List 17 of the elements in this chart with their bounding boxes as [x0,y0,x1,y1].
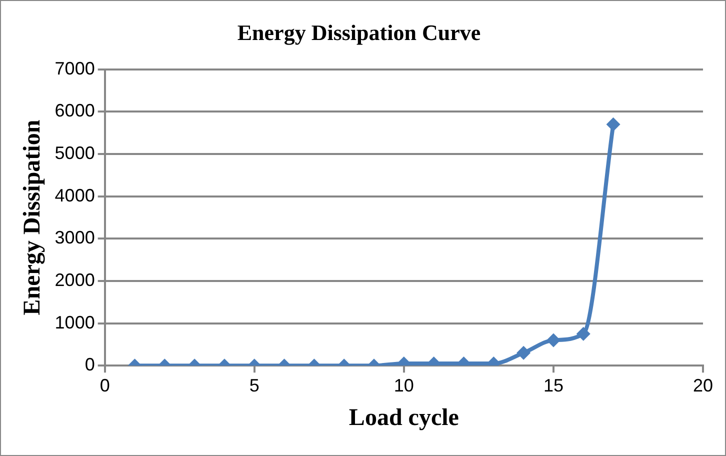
y-tick-label: 3000 [54,228,95,248]
point [606,117,620,132]
y-tick-label: 4000 [54,185,95,206]
x-tick-label: 15 [543,375,564,396]
x-axis-title: Load cycle [348,404,460,431]
y-tick-label: 0 [84,354,95,375]
chart-title: Energy Dissipation Curve [237,20,481,45]
y-tick-label: 7000 [54,58,95,78]
x-tick-label: 10 [394,375,414,396]
y-tick-label: 5000 [54,142,95,163]
y-tick-label: 6000 [54,100,95,121]
x-tick-label: 20 [692,375,714,396]
y-tick-label: 1000 [54,312,95,332]
y-tick-label: 2000 [54,270,95,290]
y-axis-title: Energy Dissipation [20,120,46,316]
x-tick-label: 0 [100,375,110,396]
x-tick-label: 5 [249,375,260,396]
